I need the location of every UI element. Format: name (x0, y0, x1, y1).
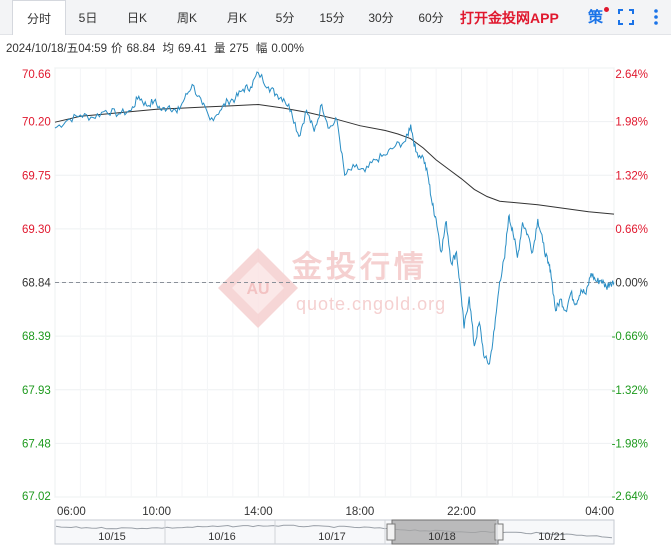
tab-5day[interactable]: 5日 (78, 11, 98, 25)
tab-15min[interactable]: 15分 (319, 11, 345, 25)
volume-label: 量 (214, 43, 226, 55)
percent-tick-label: -0.66% (612, 331, 648, 343)
navigator-date-label: 10/15 (98, 531, 126, 543)
navigator-selected-range[interactable] (391, 519, 499, 545)
watermark-url: quote.cngold.org (296, 294, 446, 314)
tab-daily-k[interactable]: 日K (126, 11, 147, 25)
percent-tick-label: -2.64% (612, 491, 648, 503)
notification-dot (604, 7, 610, 12)
range-navigator[interactable]: 10/15 10/16 10/17 10/18 10/21 (54, 519, 615, 545)
percent-tick-label: 0.66% (615, 224, 648, 236)
tab-60min[interactable]: 60分 (418, 11, 444, 25)
percent-tick-label: -1.98% (612, 438, 648, 450)
change-value: 0.00% (271, 43, 304, 55)
price-label: 价 (111, 43, 123, 55)
strategy-label: 策 (588, 9, 604, 26)
price-tick-label: 67.48 (22, 438, 51, 450)
navigator-sparkline (55, 524, 613, 539)
time-tick-label: 18:00 (346, 506, 375, 518)
percent-tick-label: 0.00% (615, 278, 648, 290)
price-tick-label: 69.30 (22, 224, 51, 236)
quote-info-line: 2024/10/18/五04:59 价 68.84 均 69.41 量 275 幅 0.0… (6, 40, 308, 56)
percent-tick-label: 1.98% (615, 117, 648, 129)
watermark-logo: AU (218, 248, 298, 328)
navigator-left-handle[interactable] (386, 523, 396, 541)
volume-value: 275 (229, 43, 249, 55)
price-tick-label: 68.39 (22, 331, 51, 343)
watermark: AU 金投行情 quote.cngold.org (218, 248, 446, 328)
watermark-brand: 金投行情 (291, 250, 428, 285)
navigator-date-label: 10/18 (428, 531, 456, 543)
price-axis-labels: 70.66 70.20 69.75 69.30 68.84 68.39 67.93 67.48… (22, 69, 51, 503)
tab-30min[interactable]: 30分 (368, 11, 394, 25)
price-tick-label: 70.20 (22, 117, 51, 129)
time-tick-label: 06:00 (57, 506, 86, 518)
price-tick-label: 67.02 (22, 491, 51, 503)
more-menu-icon[interactable] (648, 8, 664, 26)
time-axis-labels: 06:00 10:00 14:00 18:00 22:00 04:00 (57, 506, 614, 518)
price-tick-label: 68.84 (22, 278, 51, 290)
navigator-date-label: 10/17 (318, 531, 346, 543)
tab-5min[interactable]: 5分 (275, 11, 295, 25)
price-tick-label: 67.93 (22, 385, 51, 397)
percent-tick-label: 1.32% (615, 170, 648, 182)
change-label: 幅 (255, 43, 268, 55)
price-value: 68.84 (126, 43, 156, 55)
time-tick-label: 10:00 (142, 506, 171, 518)
navigator-date-label: 10/16 (208, 531, 236, 543)
navigator-date-label: 10/21 (538, 531, 566, 543)
strategy-button[interactable]: 策 (588, 0, 610, 34)
price-line (54, 71, 615, 365)
percent-tick-label: -1.32% (612, 385, 648, 397)
avg-label: 均 (162, 43, 175, 55)
quote-datetime: 2024/10/18/五04:59 (6, 43, 108, 55)
open-app-link[interactable]: 打开金投网APP (460, 10, 559, 26)
tab-weekly-k[interactable]: 周K (176, 11, 197, 25)
percent-axis-labels: 2.64% 1.98% 1.32% 0.66% 0.00% -0.66% -1.32% -1.… (612, 69, 648, 503)
avg-price-line (54, 103, 615, 215)
watermark-logo-text: AU (246, 281, 269, 298)
navigator-right-handle[interactable] (494, 523, 504, 541)
percent-tick-label: 2.64% (615, 69, 648, 81)
tab-intraday[interactable]: 分时 (12, 0, 66, 35)
fullscreen-icon[interactable] (618, 9, 634, 25)
tab-monthly-k[interactable]: 月K (226, 11, 247, 25)
price-tick-label: 70.66 (22, 69, 51, 81)
price-tick-label: 69.75 (22, 170, 51, 182)
time-tick-label: 14:00 (244, 506, 273, 518)
time-tick-label: 04:00 (585, 506, 614, 518)
avg-value: 69.41 (178, 43, 207, 55)
period-tab-bar: 分时 5日 日K 周K 月K 5分 15分 30分 60分 打开金投网APP 策 (0, 0, 671, 35)
time-tick-label: 22:00 (447, 506, 476, 518)
